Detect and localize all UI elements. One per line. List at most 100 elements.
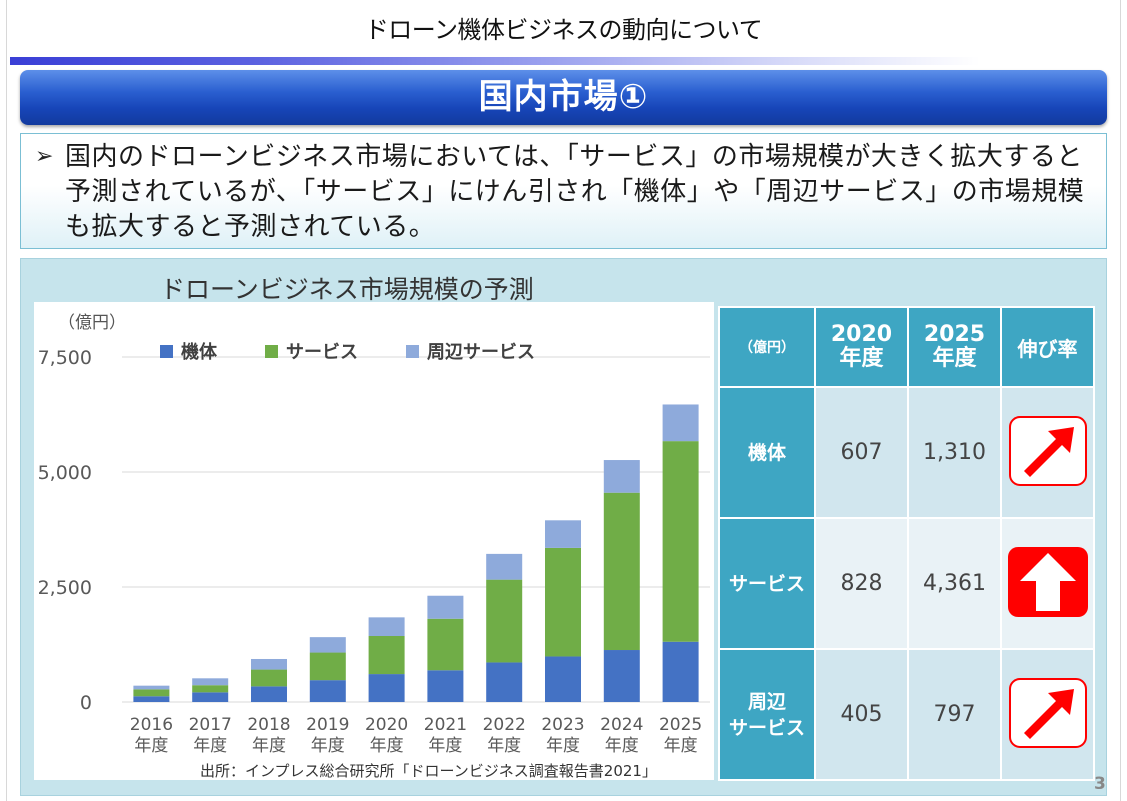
bar-segment [427,595,464,619]
x-tick-label: 年度 [252,736,286,756]
value-2025-service: 4,361 [907,517,1002,650]
value-2020-peripheral: 405 [814,648,909,781]
source-note: 出所：インプレス総合研究所「ドローンビジネス調査報告書2021」 [200,762,657,780]
bar-segment [545,656,581,702]
bar-segment [603,460,640,493]
page-header: ドローン機体ビジネスの動向について [364,16,763,44]
x-tick-label: 年度 [546,736,580,756]
y-tick-label: 0 [80,692,92,714]
table-unit-header: （億円） [718,306,816,388]
bar-segment [192,685,229,693]
x-tick-label: 2019 [306,715,349,735]
bar-segment [133,685,170,690]
table-row: 機体 607 1,310 [718,386,1095,519]
row-label-peripheral-text: 周辺 サービス [728,690,805,739]
x-tick-label: 2023 [541,715,584,735]
table-row: サービス 828 4,361 [718,517,1095,650]
y-tick-label: 5,000 [38,462,92,484]
legend-item-body: 機体 [160,338,217,364]
bar-segment [251,669,287,687]
value-2025-body: 1,310 [907,386,1002,519]
table-rate-header: 伸び率 [1000,306,1095,388]
legend-swatch-body [160,344,173,358]
value-2020-body: 607 [814,386,909,519]
x-tick-label: 2021 [424,715,467,735]
bar-segment [368,674,405,702]
bar-segment [603,492,640,651]
bar-segment [251,658,287,670]
x-tick-label: 2025 [659,715,702,735]
growth-table: （億円） 2020 年度 2025 年度 伸び率 機体 607 1,310 サー… [718,306,1095,781]
x-tick-label: 年度 [134,736,168,756]
diagonal-arrow-icon [1008,415,1087,486]
x-tick-label: 2016 [130,715,173,735]
rate-cell-body [1000,386,1095,519]
bar-segment [133,689,170,697]
bar-segment [192,692,229,702]
bar-segment [603,650,640,702]
table-2020-header-text: 2020 年度 [830,322,893,371]
x-tick-label: 2020 [365,715,408,735]
chart-title: ドローンビジネス市場規模の予測 [160,275,534,304]
legend-label-body: 機体 [181,342,217,363]
row-label-body-text: 機体 [747,441,786,464]
rate-cell-peripheral [1000,648,1095,781]
legend-label-service: サービス [286,342,358,363]
y-tick-label: 2,500 [38,577,92,599]
summary-box: ➢ 国内のドローンビジネス市場においては、「サービス」の市場規模が大きく拡大する… [20,133,1107,249]
bar-segment [662,641,699,702]
x-tick-label: 2022 [483,715,526,735]
bar-segment [309,680,346,702]
bar-segment [192,678,229,686]
row-label-service-text: サービス [728,572,805,595]
bar-segment [486,579,523,663]
page-number: 3 [1094,774,1106,794]
bar-segment [309,637,346,653]
bar-segment [133,696,170,702]
bar-segment [309,652,346,681]
bar-segment [486,553,523,580]
header-rule [10,57,980,65]
chart-area: 0 2,500 5,000 7,500 2016 年度 2017 年度 2018 年度 2019 年度… [34,302,714,780]
chart-svg: 02,5005,0007,5002016年度2017年度2018年度2019年度… [38,347,710,756]
legend-swatch-service [265,344,278,358]
up-arrow-icon [1007,546,1088,617]
table-row: 周辺 サービス 405 797 [718,648,1095,781]
bar-segment [545,520,581,548]
chart-unit-label: （億円） [58,313,126,333]
bar-segment [662,441,699,642]
row-label-peripheral: 周辺 サービス [718,648,816,781]
row-label-body: 機体 [718,386,816,519]
bar-segment [486,662,523,702]
x-tick-label: 2017 [189,715,232,735]
banner-title: 国内市場① [478,77,649,117]
legend-item-peripheral: 周辺サービス [406,338,535,364]
x-tick-label: 年度 [193,736,227,756]
x-tick-label: 年度 [311,736,345,756]
legend-item-service: サービス [265,338,358,364]
x-tick-label: 2018 [247,715,290,735]
x-tick-label: 年度 [664,736,698,756]
x-tick-label: 年度 [370,736,404,756]
x-tick-label: 2024 [600,715,643,735]
bar-segment [368,617,405,636]
diagonal-arrow-icon [1008,677,1087,748]
table-header-row: （億円） 2020 年度 2025 年度 伸び率 [718,306,1095,388]
x-tick-label: 年度 [428,736,462,756]
chart-legend: 機体 サービス 周辺サービス [160,338,535,364]
growth-table-panel: （億円） 2020 年度 2025 年度 伸び率 機体 607 1,310 サー… [718,306,1095,781]
table-2020-header: 2020 年度 [814,306,909,388]
summary-text: 国内のドローンビジネス市場においては、「サービス」の市場規模が大きく拡大すると予… [65,142,1085,242]
bar-segment [427,618,464,671]
bar-segment [427,670,464,702]
section-banner: 国内市場① [20,70,1107,125]
bar-segment [368,635,405,675]
x-tick-label: 年度 [605,736,639,756]
bullet-arrow-icon: ➢ [35,144,54,169]
value-2025-peripheral: 797 [907,648,1002,781]
legend-swatch-peripheral [406,344,419,358]
table-2025-header-text: 2025 年度 [923,322,986,371]
y-tick-label: 7,500 [38,347,92,369]
rate-cell-service [1000,517,1095,650]
legend-label-peripheral: 周辺サービス [427,342,535,363]
